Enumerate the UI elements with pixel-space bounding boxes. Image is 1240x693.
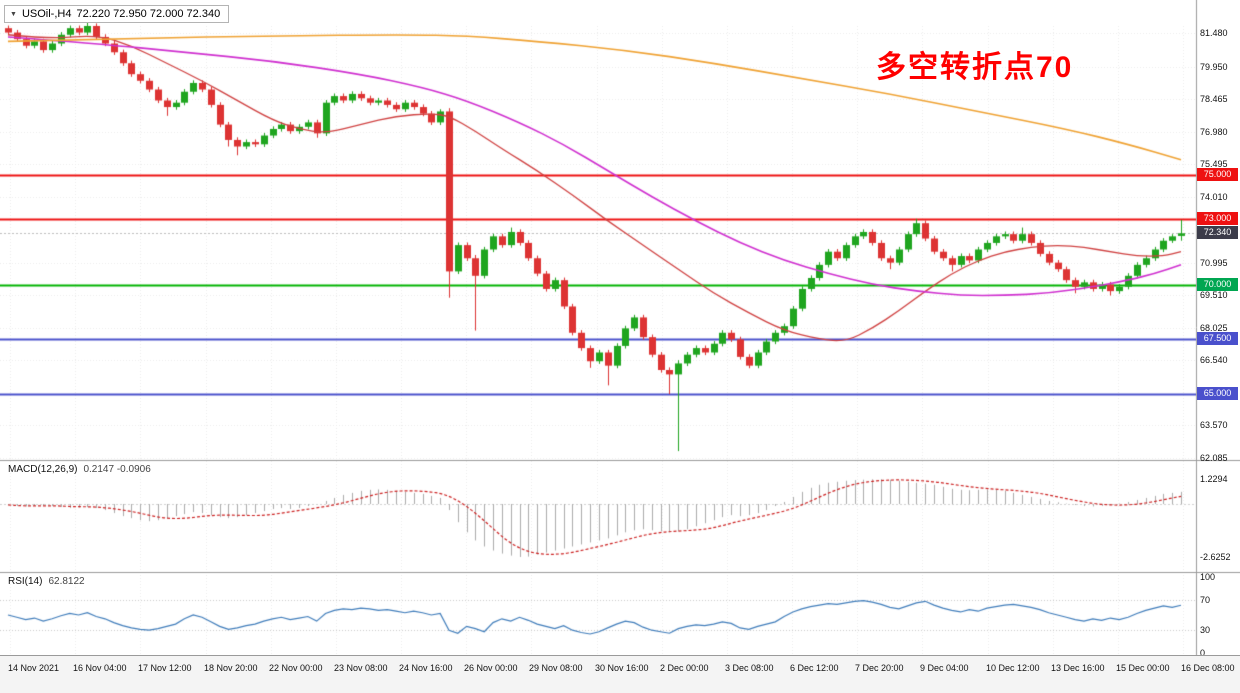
time-axis-label: 3 Dec 08:00 [725,663,774,673]
price-tick-label: 63.570 [1200,420,1228,430]
price-tick-label: 62.085 [1200,453,1228,463]
price-badge: 72.340 [1197,226,1238,239]
macd-values: 0.2147 -0.0906 [83,464,151,475]
time-axis-label: 26 Nov 00:00 [464,663,518,673]
annotation-text: 多空转折点70 [876,51,1074,84]
macd-name: MACD(12,26,9) [8,464,78,475]
rsi-axis-label: 70 [1200,595,1211,605]
time-axis-label: 7 Dec 20:00 [855,663,904,673]
price-tick-label: 66.540 [1200,355,1228,365]
rsi-indicator-label: RSI(14) 62.8122 [8,576,85,587]
time-axis[interactable]: 14 Nov 2021 16 Nov 04:00 17 Nov 12:00 18 No… [0,655,1240,693]
price-tick-label: 74.010 [1200,192,1228,202]
symbol-ohlc-values: 72.220 72.950 72.000 72.340 [76,8,221,20]
macd-indicator-label: MACD(12,26,9) 0.2147 -0.0906 [8,464,151,475]
time-axis-label: 18 Nov 20:00 [204,663,258,673]
price-badge: 75.000 [1197,168,1238,181]
time-axis-label: 17 Nov 12:00 [138,663,192,673]
chevron-down-icon[interactable]: ▼ [10,10,17,18]
price-tick-label: 68.025 [1200,323,1228,333]
symbol-title: USOil-,H4 [21,8,72,20]
price-badge: 70.000 [1197,278,1238,291]
time-axis-label: 15 Dec 00:00 [1116,663,1170,673]
price-tick-label: 75.495 [1200,159,1228,169]
price-tick-label: 78.465 [1200,94,1228,104]
price-badge: 65.000 [1197,387,1238,400]
time-axis-label: 10 Dec 12:00 [986,663,1040,673]
time-axis-label: 23 Nov 08:00 [334,663,388,673]
symbol-info-box[interactable]: ▼ USOil-,H4 72.220 72.950 72.000 72.340 [4,5,230,23]
rsi-axis-label: 100 [1200,572,1216,582]
price-badge: 73.000 [1197,212,1238,225]
price-badge: 67.500 [1197,332,1238,345]
time-axis-label: 9 Dec 04:00 [920,663,969,673]
price-tick-label: 76.980 [1200,127,1228,137]
rsi-axis-label: 0 [1200,648,1206,658]
time-axis-label: 16 Dec 08:00 [1181,663,1235,673]
price-chart-canvas[interactable] [0,0,1240,656]
time-axis-label: 13 Dec 16:00 [1051,663,1105,673]
time-axis-label: 30 Nov 16:00 [595,663,649,673]
time-axis-label: 16 Nov 04:00 [73,663,127,673]
time-axis-label: 29 Nov 08:00 [529,663,583,673]
time-axis-label: 2 Dec 00:00 [660,663,709,673]
rsi-axis-label: 30 [1200,625,1211,635]
price-tick-label: 81.480 [1200,28,1228,38]
price-tick-label: 79.950 [1200,62,1228,72]
time-axis-label: 14 Nov 2021 [8,663,60,673]
macd-axis-label: -2.6252 [1200,552,1231,562]
price-tick-label: 70.995 [1200,258,1228,268]
price-axis[interactable]: 81.480 79.950 78.465 76.980 75.495 74.010 70.9… [1196,0,1240,658]
time-axis-label: 22 Nov 00:00 [269,663,323,673]
rsi-value: 62.8122 [48,576,85,587]
macd-axis-label: 1.2294 [1200,474,1228,484]
price-tick-label: 69.510 [1200,290,1228,300]
time-axis-label: 24 Nov 16:00 [399,663,453,673]
time-axis-label: 6 Dec 12:00 [790,663,839,673]
rsi-name: RSI(14) [8,576,43,587]
